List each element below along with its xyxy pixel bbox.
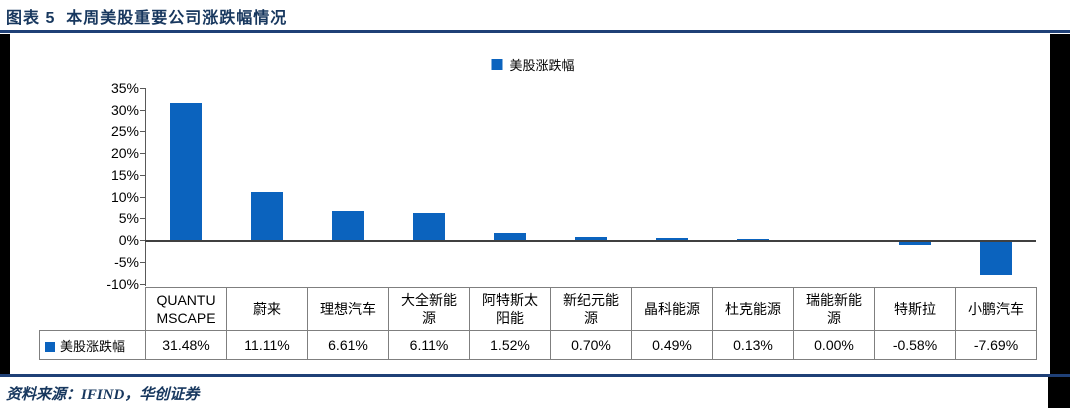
table-value-cell-3: 6.11% [388,330,470,360]
y-axis-tick-mark [140,218,145,219]
series-swatch-icon [45,341,55,352]
table-header-cell-2: 理想汽车 [307,287,389,331]
y-axis-tick-mark [140,153,145,154]
table-value-cell-2: 6.61% [307,330,389,360]
y-axis-tick-mark [140,197,145,198]
chart-legend: 美股涨跌幅 [491,55,575,74]
y-axis-tick-label: 35% [110,79,139,96]
y-axis-tick-label: -10% [106,275,139,292]
bar-0 [169,103,202,240]
legend-swatch-icon [491,59,503,70]
y-axis-tick-mark [140,131,145,132]
y-axis-tick-mark [140,284,145,285]
y-axis-tick-label: 30% [110,101,139,118]
table-header-cell-1: 蔚来 [226,287,308,331]
figure-frame-corner [1048,377,1070,408]
table-header-cell-5: 新纪元能源 [550,287,632,331]
y-axis-line [145,88,146,286]
y-axis-tick-label: 20% [110,145,139,161]
table-value-cell-6: 0.49% [631,330,713,360]
y-axis-tick-mark [140,110,145,111]
bar-5 [574,236,607,240]
table-value-cell-1: 11.11% [226,330,308,360]
y-axis-tick-mark [140,88,145,89]
chart-data-table: QUANTUMSCAPE 蔚来 理想汽车 大全新能源 阿特斯太阳能 新纪元能源 晶科能源 杜克… [39,287,1037,360]
table-value-cell-7: 0.13% [712,330,794,360]
table-value-cell-9: -0.58% [874,330,956,360]
x-axis-zero-line [145,240,1036,242]
y-axis-tick-label: 10% [110,188,139,205]
figure-title: 图表 5 本周美股重要公司涨跌幅情况 [6,10,288,27]
y-axis-tick-label: 0% [118,232,139,248]
figure-frame-right [1050,34,1070,374]
y-axis-tick-label: 25% [110,123,139,140]
y-axis-tick-mark [140,175,145,176]
y-axis-tick-label: 15% [110,166,139,183]
table-value-cell-0: 31.48% [145,330,227,360]
footer-rule [0,374,1070,377]
title-underline-rule [0,30,1070,33]
bar-10 [979,242,1012,276]
bar-9 [898,242,931,245]
bar-6 [655,237,688,240]
table-value-cell-5: 0.70% [550,330,632,360]
table-header-cell-10: 小鹏汽车 [955,287,1037,331]
bar-3 [412,213,445,240]
bar-1 [250,191,283,240]
bar-7 [736,239,769,240]
table-header-cell-0: QUANTUMSCAPE [145,287,227,331]
table-header-cell-9: 特斯拉 [874,287,956,331]
table-corner-cell [40,288,146,331]
bar-2 [331,211,364,240]
table-value-cell-4: 1.52% [469,330,551,360]
table-header-cell-4: 阿特斯太阳能 [469,287,551,331]
y-axis-tick-mark [140,240,145,241]
y-axis-tick-label: -5% [114,253,139,270]
bar-4 [493,233,526,240]
table-value-cell-8: 0.00% [793,330,875,360]
y-axis-tick-mark [140,262,145,263]
table-value-cell-10: -7.69% [955,330,1037,360]
table-header-cell-8: 瑞能新能源 [793,287,875,331]
table-header-cell-6: 晶科能源 [631,287,713,331]
table-header-cell-3: 大全新能源 [388,287,470,331]
y-axis-tick-label: 5% [118,210,139,227]
source-note: 资料来源：IFIND，华创证券 [6,387,200,403]
legend-label: 美股涨跌幅 [509,58,575,73]
table-header-cell-7: 杜克能源 [712,287,794,331]
figure-frame-left [0,34,10,374]
table-row-label: 美股涨跌幅 [39,330,146,360]
